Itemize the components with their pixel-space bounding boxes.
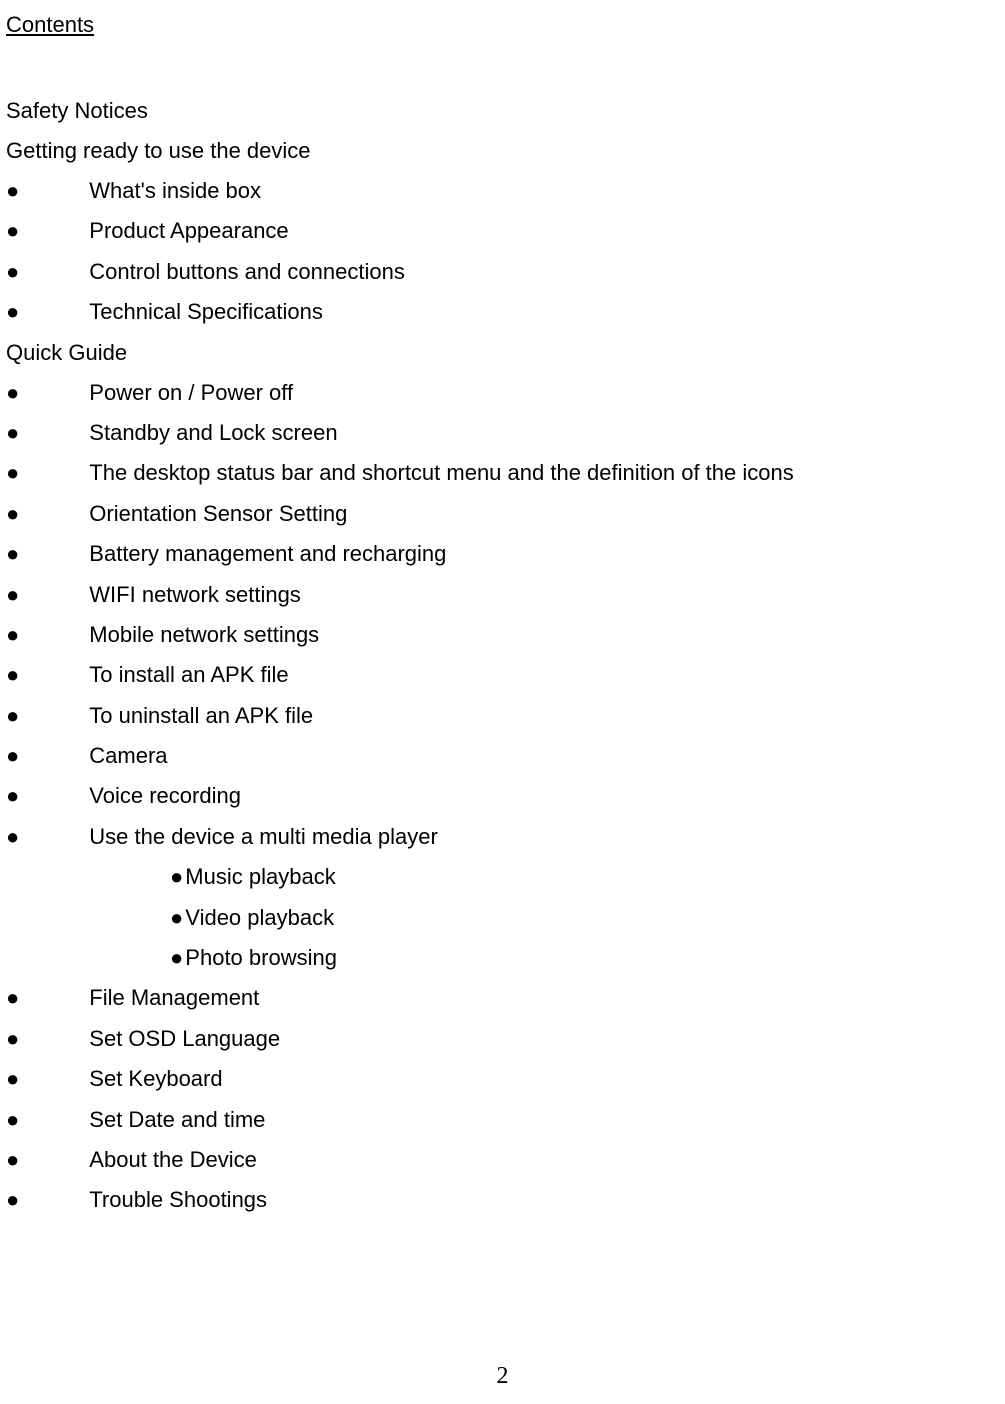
list-item-text: File Management: [89, 985, 259, 1011]
bullet-icon: ●: [6, 783, 19, 809]
list-item-text: About the Device: [89, 1147, 257, 1173]
list-item: ● What's inside box: [6, 178, 1005, 204]
bullet-icon: ●: [6, 218, 19, 244]
list-item: ● Set OSD Language: [6, 1026, 1005, 1052]
list-item: ● Technical Specifications: [6, 299, 1005, 325]
list-item-text: Technical Specifications: [89, 299, 323, 325]
bullet-icon: ●: [6, 743, 19, 769]
bullet-icon: ●: [6, 1066, 19, 1092]
sub-list-item: ● Video playback: [170, 905, 1005, 931]
list-item-text: Trouble Shootings: [89, 1187, 267, 1213]
sub-list-item: ● Music playback: [170, 864, 1005, 890]
bullet-icon: ●: [6, 460, 19, 486]
list-item-text: Voice recording: [89, 783, 241, 809]
list-item: ● Product Appearance: [6, 218, 1005, 244]
contents-title: Contents: [6, 12, 1005, 38]
document-page: Contents Safety Notices Getting ready to…: [0, 0, 1005, 1214]
bullet-icon: ●: [6, 501, 19, 527]
bullet-icon: ●: [6, 420, 19, 446]
sub-list-item-text: Music playback: [185, 864, 335, 890]
bullet-list: ● Power on / Power off ● Standby and Loc…: [0, 380, 1005, 851]
list-item-text: Use the device a multi media player: [89, 824, 438, 850]
list-item-text: To uninstall an APK file: [89, 703, 313, 729]
list-item: ● Set Date and time: [6, 1107, 1005, 1133]
bullet-icon: ●: [6, 985, 19, 1011]
page-number: 2: [0, 1363, 1005, 1390]
list-item-text: What's inside box: [89, 178, 261, 204]
list-item: ● Voice recording: [6, 783, 1005, 809]
list-item-text: WIFI network settings: [89, 582, 301, 608]
list-item: ● Battery management and recharging: [6, 541, 1005, 567]
section-heading: Safety Notices: [6, 98, 1005, 124]
bullet-icon: ●: [170, 945, 183, 971]
list-item: ● Trouble Shootings: [6, 1187, 1005, 1213]
list-item: ● WIFI network settings: [6, 582, 1005, 608]
bullet-list: ● File Management ● Set OSD Language ● S…: [0, 985, 1005, 1213]
bullet-list: ● What's inside box ● Product Appearance…: [0, 178, 1005, 326]
list-item-text: Camera: [89, 743, 167, 769]
list-item-text: The desktop status bar and shortcut menu…: [89, 460, 793, 486]
section-heading: Getting ready to use the device: [6, 138, 1005, 164]
bullet-icon: ●: [6, 1147, 19, 1173]
list-item: ● Power on / Power off: [6, 380, 1005, 406]
list-item-text: Battery management and recharging: [89, 541, 446, 567]
bullet-icon: ●: [170, 864, 183, 890]
bullet-icon: ●: [6, 1187, 19, 1213]
list-item: ● Mobile network settings: [6, 622, 1005, 648]
bullet-icon: ●: [6, 299, 19, 325]
bullet-icon: ●: [170, 905, 183, 931]
sub-list-item: ● Photo browsing: [170, 945, 1005, 971]
bullet-icon: ●: [6, 178, 19, 204]
list-item-text: Standby and Lock screen: [89, 420, 337, 446]
bullet-icon: ●: [6, 622, 19, 648]
bullet-icon: ●: [6, 703, 19, 729]
list-item: ● To uninstall an APK file: [6, 703, 1005, 729]
list-item-text: Orientation Sensor Setting: [89, 501, 347, 527]
list-item: ● Control buttons and connections: [6, 259, 1005, 285]
list-item-text: Set OSD Language: [89, 1026, 280, 1052]
bullet-icon: ●: [6, 824, 19, 850]
list-item: ● About the Device: [6, 1147, 1005, 1173]
sub-list-item-text: Video playback: [185, 905, 334, 931]
list-item: ● Standby and Lock screen: [6, 420, 1005, 446]
list-item: ● File Management: [6, 985, 1005, 1011]
bullet-icon: ●: [6, 541, 19, 567]
list-item: ● The desktop status bar and shortcut me…: [6, 460, 1005, 486]
list-item-text: Product Appearance: [89, 218, 288, 244]
bullet-icon: ●: [6, 1107, 19, 1133]
list-item-text: Mobile network settings: [89, 622, 319, 648]
bullet-icon: ●: [6, 1026, 19, 1052]
bullet-icon: ●: [6, 259, 19, 285]
list-item: ● Use the device a multi media player: [6, 824, 1005, 850]
list-item-text: Set Keyboard: [89, 1066, 222, 1092]
sub-bullet-list: ● Music playback ● Video playback ● Phot…: [0, 864, 1005, 971]
bullet-icon: ●: [6, 662, 19, 688]
list-item: ● To install an APK file: [6, 662, 1005, 688]
list-item: ● Orientation Sensor Setting: [6, 501, 1005, 527]
bullet-icon: ●: [6, 582, 19, 608]
list-item-text: Control buttons and connections: [89, 259, 405, 285]
list-item-text: Set Date and time: [89, 1107, 265, 1133]
sub-list-item-text: Photo browsing: [185, 945, 337, 971]
list-item-text: Power on / Power off: [89, 380, 293, 406]
list-item-text: To install an APK file: [89, 662, 288, 688]
section-heading: Quick Guide: [6, 340, 1005, 366]
list-item: ● Camera: [6, 743, 1005, 769]
list-item: ● Set Keyboard: [6, 1066, 1005, 1092]
bullet-icon: ●: [6, 380, 19, 406]
